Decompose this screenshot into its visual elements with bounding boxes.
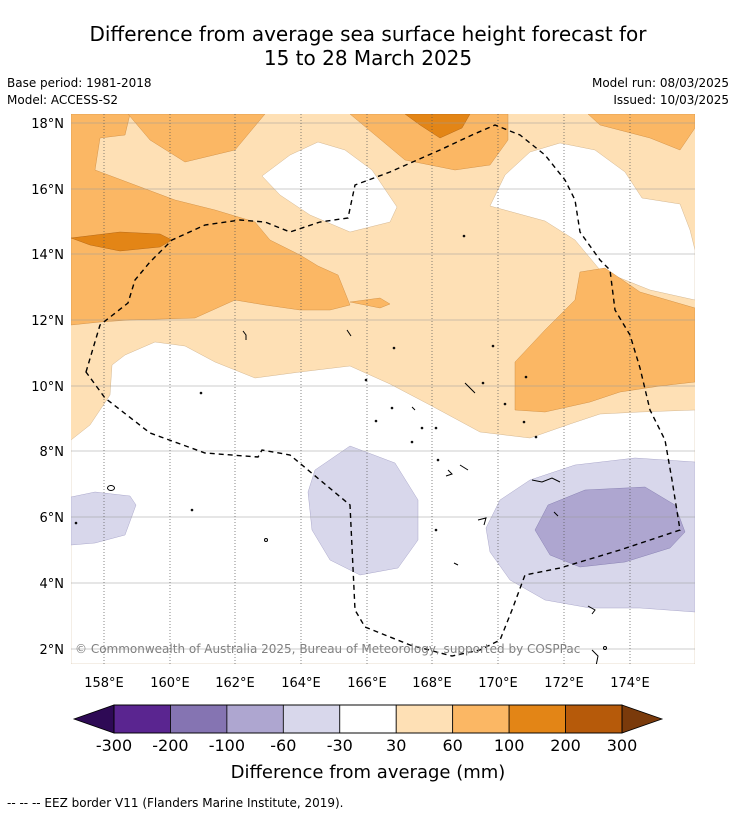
lon-label: 168°E [412,676,452,691]
sea-level-band-60-100-small [349,297,391,309]
lat-label: 16°N [31,183,64,198]
model-run-date: Model run: 08/03/2025 [591,76,729,90]
lon-label: 174°E [610,676,650,691]
colorbar-segment [226,704,284,734]
colorbar-under-arrow [72,704,115,734]
map-title: Difference from average sea surface heig… [0,22,736,70]
colorbar-segment [170,704,228,734]
sea-level-band-minus30-minus60-centre [307,445,419,576]
colorbar-segment [565,704,623,734]
colorbar: -300 -200 -100 -60 -30 30 60 100 200 300 Differen… [72,704,664,783]
sea-level-band-100-200-west [71,231,173,252]
lat-label: 8°N [40,445,65,460]
map-title-line2: 15 to 28 March 2025 [263,46,473,70]
colorbar-segment [395,704,454,734]
colorbar-over-arrow [621,704,664,734]
colorbar-segment [282,704,341,734]
sea-level-band-minus30-minus60-west [71,491,137,546]
eez-border [85,124,681,657]
colorbar-tick-label: 60 [442,736,462,755]
colorbar-tick-label: -60 [270,736,296,755]
colorbar-tick-label: 200 [550,736,581,755]
colorbar-segment [339,704,397,734]
lon-label: 172°E [544,676,584,691]
colorbar-segment [452,704,510,734]
sea-level-band-60-100-north [127,114,266,163]
run-info: Model run: 08/03/2025 Issued: 10/03/2025 [592,75,729,109]
lon-label: 166°E [347,676,387,691]
model-info: Base period: 1981-2018 Model: ACCESS-S2 [7,75,152,109]
colorbar-tick-label: 30 [386,736,406,755]
sea-level-band-minus60-minus100-east [534,486,686,568]
lat-label: 18°N [31,117,64,132]
map-title-line1: Difference from average sea surface heig… [89,22,647,46]
colorbar-tick-label: -300 [96,736,132,755]
lat-label: 10°N [31,380,64,395]
lon-label: 170°E [478,676,518,691]
latitude-gridlines [71,122,695,650]
copyright-notice: © Commonwealth of Australia 2025, Bureau… [75,642,580,656]
lat-label: 6°N [40,511,65,526]
sea-level-band-60-100-north-centre [349,114,509,171]
map-plot-area [71,114,695,664]
colorbar-tick-label: 300 [607,736,638,755]
model-name: Model: ACCESS-S2 [7,93,119,107]
colorbar-tick-label: 100 [494,736,525,755]
lon-label: 158°E [84,676,124,691]
sea-level-band-60-100-east [514,267,695,413]
lon-label: 162°E [215,676,255,691]
latitude-labels: 18°N 16°N 14°N 12°N 10°N 8°N 6°N 4°N 2°N [31,117,64,658]
colorbar-tick-label: -100 [209,736,245,755]
longitude-labels: 158°E 160°E 162°E 164°E 166°E 168°E 170°… [84,676,650,691]
eez-legend: -- -- -- EEZ border V11 (Flanders Marine… [7,796,344,810]
sea-level-band-neutral-north [261,141,398,233]
lat-label: 2°N [40,643,65,658]
sea-level-band-neutral-northeast [489,142,695,301]
base-period: Base period: 1981-2018 [7,76,152,90]
colorbar-tick-label: -200 [152,736,188,755]
colorbar-tick-label: -30 [327,736,353,755]
lon-label: 160°E [150,676,190,691]
lat-label: 4°N [40,577,65,592]
colorbar-outline [113,704,623,734]
colorbar-label: Difference from average (mm) [231,762,506,783]
lat-label: 12°N [31,314,64,329]
lon-label: 164°E [281,676,321,691]
colorbar-segment [508,704,566,734]
island-dots [74,234,607,664]
issued-date: Issued: 10/03/2025 [613,93,729,107]
lat-label: 14°N [31,248,64,263]
colorbar-segment [113,704,171,734]
